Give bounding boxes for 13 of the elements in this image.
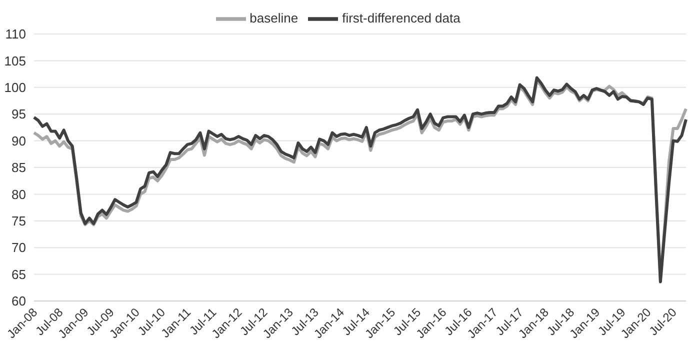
- y-tick-label: 75: [12, 214, 26, 229]
- legend-label: baseline: [250, 10, 298, 26]
- y-tick-label: 90: [12, 133, 26, 148]
- y-tick-label: 100: [4, 80, 26, 96]
- y-tick-label: 95: [12, 106, 26, 122]
- y-tick-label: 60: [12, 294, 26, 309]
- y-tick-label: 85: [12, 160, 26, 176]
- y-tick-label: 65: [12, 266, 26, 282]
- legend-label: first-differenced data: [342, 10, 460, 26]
- y-tick-label: 110: [5, 26, 26, 42]
- y-tick-label: 70: [12, 240, 26, 256]
- y-tick-label: 105: [4, 53, 26, 68]
- y-tick-label: 80: [12, 186, 26, 202]
